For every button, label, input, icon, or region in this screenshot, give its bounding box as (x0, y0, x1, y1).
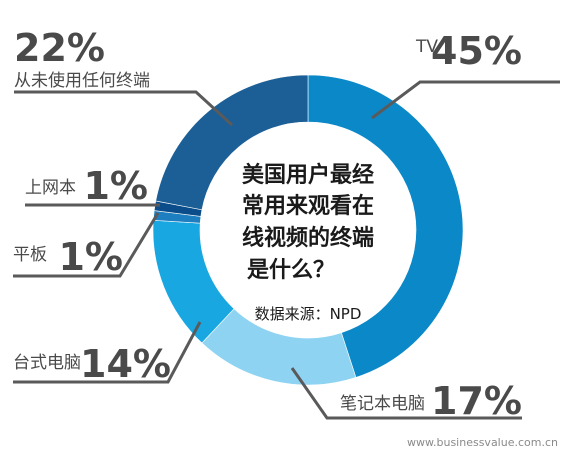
slice-label-tv: TV (415, 37, 438, 57)
watermark: www.businessvalue.com.cn (407, 436, 558, 449)
connector-lines (13, 80, 560, 420)
chart-title-line-1: 美国用户最经 (242, 162, 374, 188)
slice-value-netbook: 1% (83, 164, 148, 208)
slice-value-never: 22% (14, 26, 105, 70)
leader-line-never (14, 90, 234, 127)
chart-source: 数据来源：NPD (255, 305, 362, 323)
slice-value-tv: 45% (431, 29, 522, 73)
leader-line-tv (371, 80, 560, 120)
slice-never (155, 74, 309, 211)
chart-title-line-3: 线视频的终端 (242, 225, 374, 251)
chart-title-line-2: 常用来观看在 (242, 193, 374, 219)
slice-label-never: 从未使用任何终端 (14, 70, 150, 91)
slice-value-desktop: 14% (80, 342, 171, 386)
slice-label-netbook: 上网本 (25, 178, 76, 198)
slice-label-desktop: 台式电脑 (13, 353, 81, 373)
chart-title-line-4: 是什么？ (247, 258, 335, 283)
slice-value-laptop: 17% (431, 379, 522, 423)
leader-line-tablet (13, 212, 160, 278)
slices-group (152, 74, 464, 386)
slice-tv (307, 74, 464, 378)
leader-line-desktop (13, 321, 202, 384)
slice-value-tablet: 1% (58, 235, 123, 279)
leader-line-laptop (290, 367, 522, 420)
slice-label-laptop: 笔记本电脑 (340, 394, 425, 414)
slice-label-tablet: 平板 (13, 245, 47, 265)
